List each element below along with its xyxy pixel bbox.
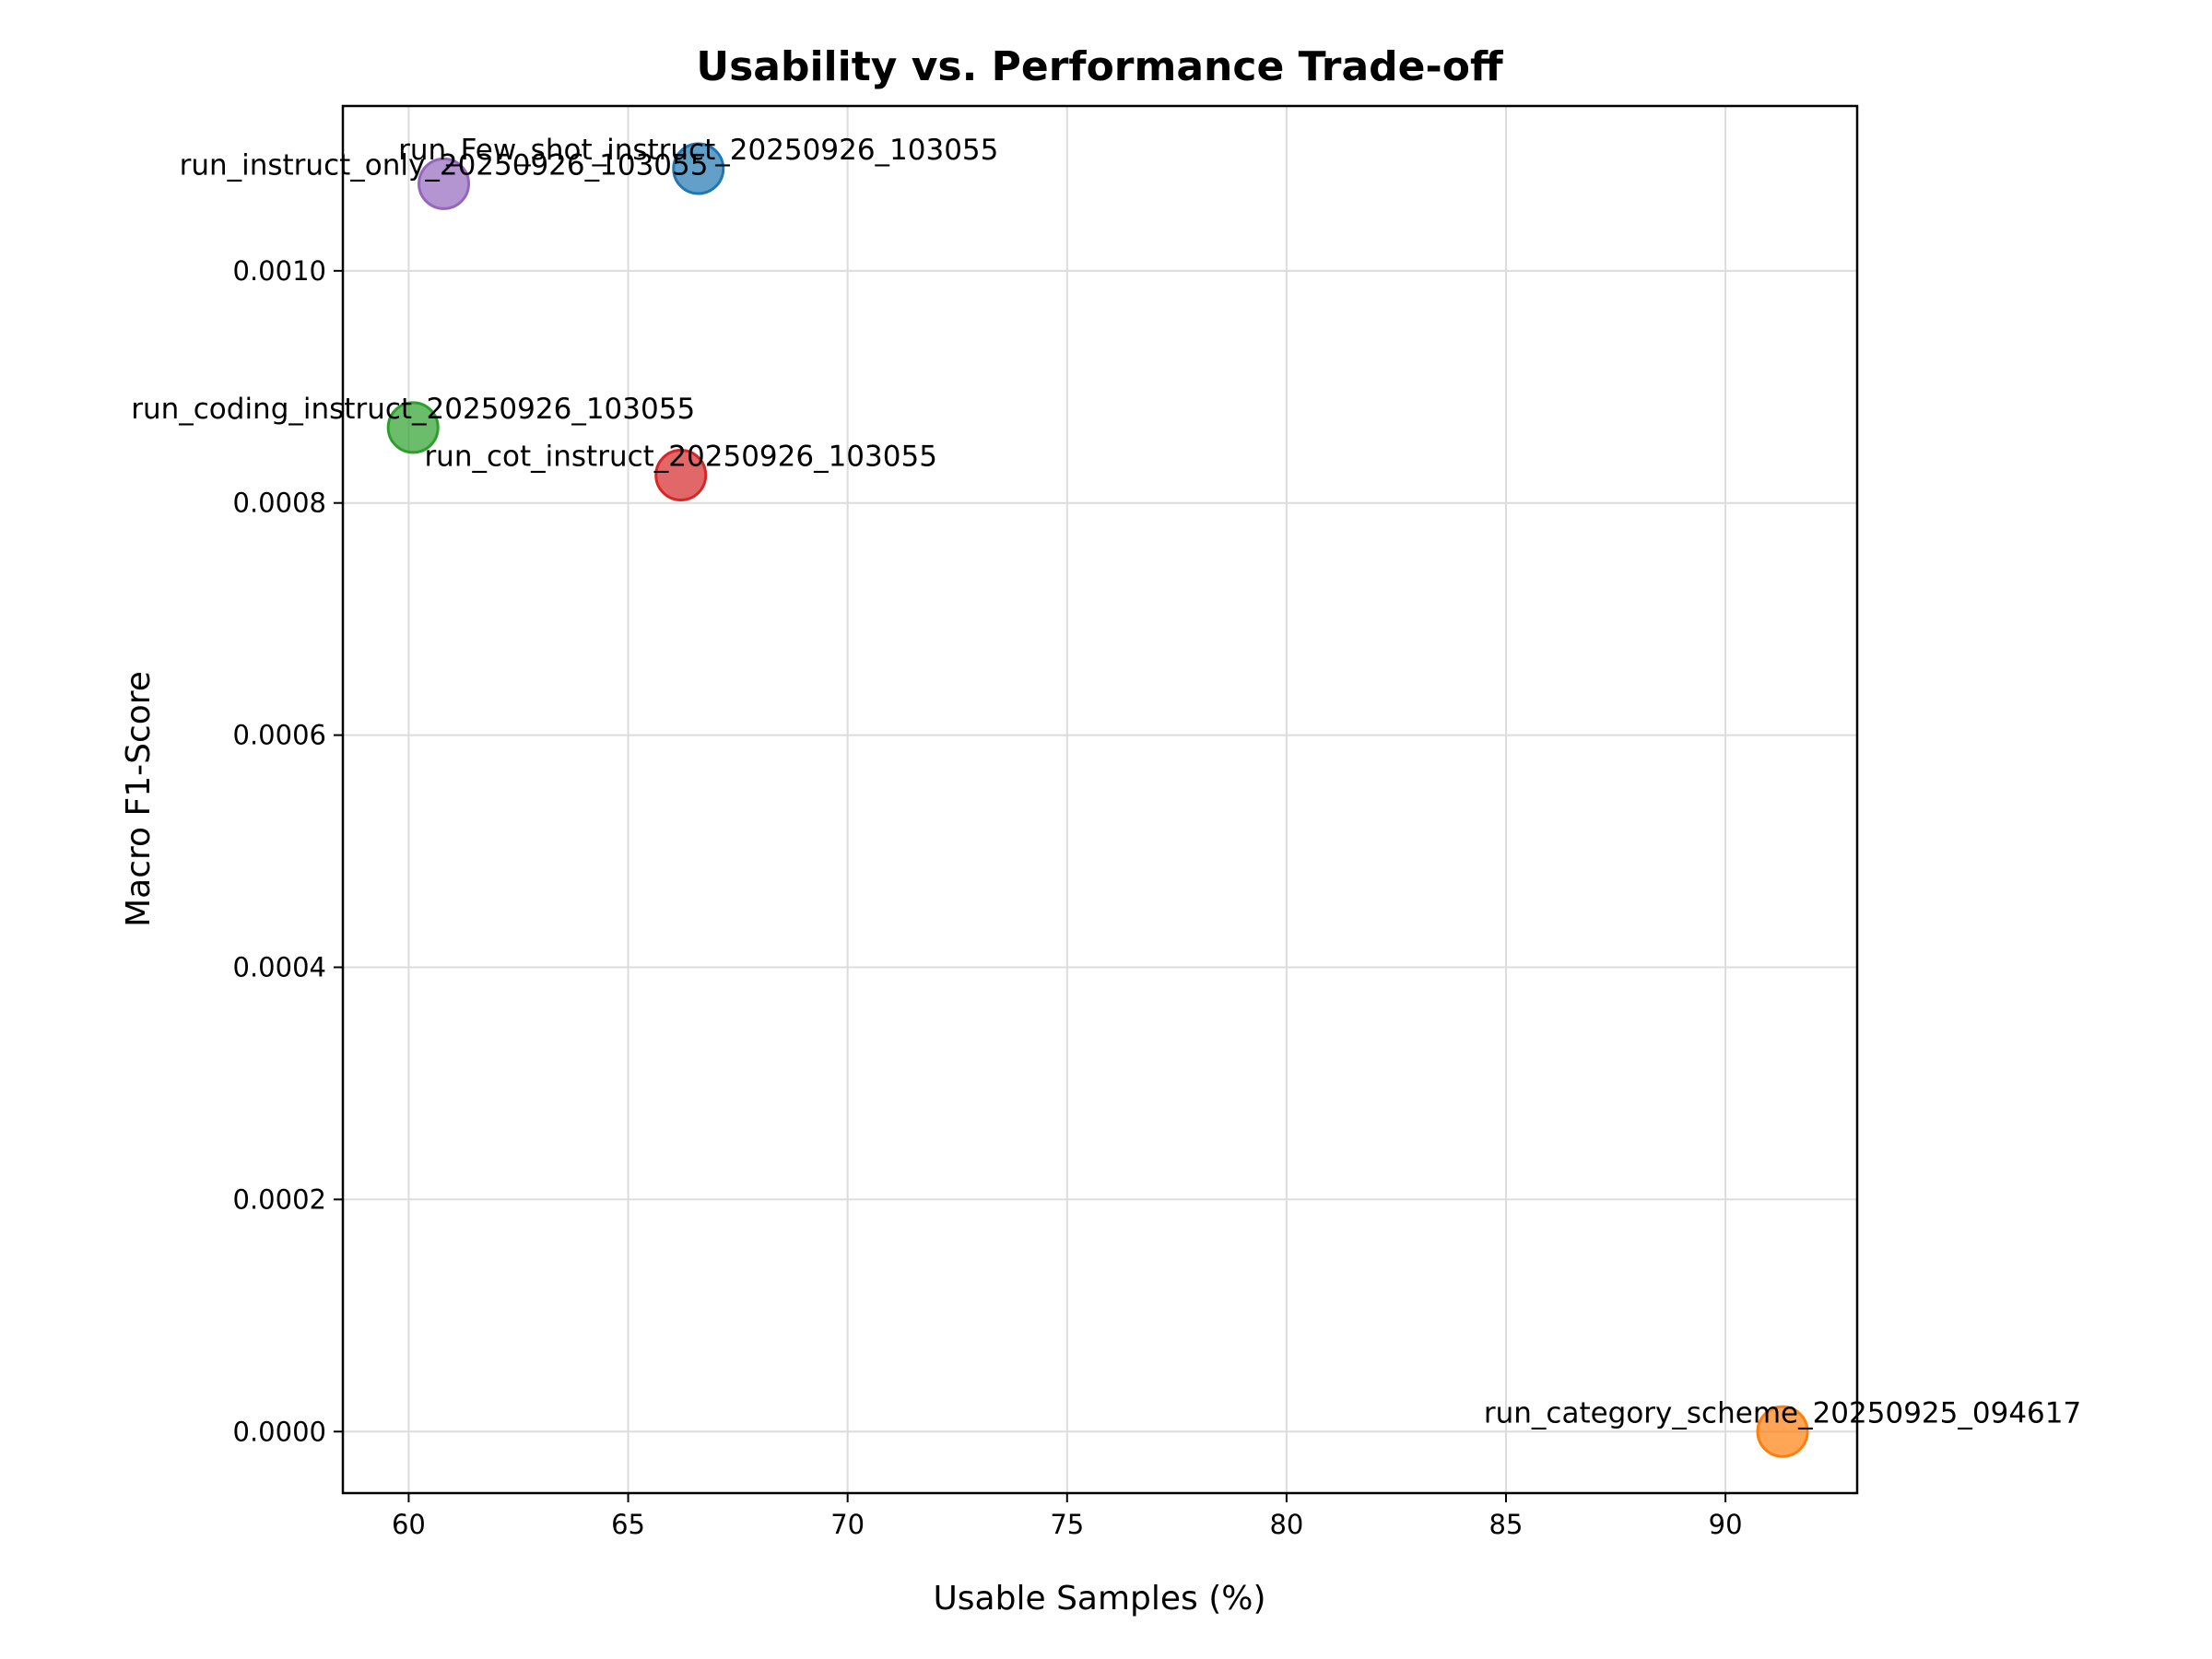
y-tick-label: 0.0002 [233, 1183, 326, 1215]
data-points [386, 142, 1809, 1458]
point-label: run_cot_instruct_20250926_103055 [424, 440, 937, 473]
y-axis-label: Macro F1-Score [120, 671, 158, 927]
x-tick-label: 70 [830, 1509, 865, 1540]
point-label: run_coding_instruct_20250926_103055 [131, 393, 695, 426]
x-tick-label: 90 [1709, 1509, 1743, 1540]
data-point [386, 401, 440, 454]
y-tick-label: 0.0008 [233, 488, 326, 519]
y-tick-label: 0.0004 [233, 951, 326, 982]
data-point [672, 142, 725, 195]
chart-title: Usability vs. Performance Trade-off [696, 43, 1504, 90]
x-tick-label: 80 [1269, 1509, 1303, 1540]
y-tick-label: 0.0006 [233, 720, 326, 751]
data-point [654, 448, 708, 501]
point-labels: run_Few_shot_instruct_20250926_103055run… [131, 134, 2081, 1430]
plot-frame [341, 104, 1859, 1495]
grid-lines [343, 106, 1857, 1493]
x-axis-label: Usable Samples (%) [933, 1580, 1265, 1618]
x-tick-label: 60 [392, 1509, 426, 1540]
y-tick-label: 0.0010 [233, 255, 326, 287]
x-tick-label: 75 [1050, 1509, 1084, 1540]
axis-ticks: 60 65 70 75 80 85 90 0.0000 0.0002 0.0004 0.0006 0.… [233, 255, 1743, 1540]
point-label: run_Few_shot_instruct_20250926_103055 [398, 134, 998, 167]
x-tick-label: 85 [1489, 1509, 1524, 1540]
point-label: run_instruct_only_20250926_103055 [180, 148, 709, 182]
x-tick-label: 65 [611, 1509, 645, 1540]
data-point [418, 157, 471, 210]
y-tick-label: 0.0000 [233, 1416, 326, 1447]
data-point [1756, 1405, 1809, 1458]
point-label: run_category_scheme_20250925_094617 [1484, 1396, 2081, 1430]
